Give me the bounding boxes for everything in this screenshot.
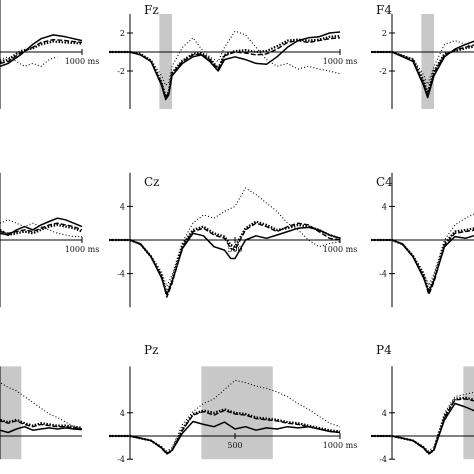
series-line-4 <box>371 391 474 452</box>
x-tick-label: 1000 ms <box>65 245 100 254</box>
series-line-2 <box>0 222 83 235</box>
x-tick-label: 1000 ms <box>323 441 358 450</box>
series-line-3 <box>109 408 341 455</box>
y-tick-label: -4 <box>117 455 125 464</box>
series-line-4 <box>109 187 341 287</box>
series-line-3 <box>0 223 83 237</box>
panel-title: Fz <box>144 3 159 17</box>
y-tick-label: -2 <box>117 67 125 76</box>
series-line-1 <box>371 234 474 293</box>
panel-0: 1000 ms <box>0 0 99 109</box>
series-line-4 <box>0 56 58 67</box>
series-line-2 <box>109 37 341 99</box>
panel-2: 2 -2 F4 <box>371 3 474 109</box>
series-line-4 <box>109 379 341 452</box>
series-line-4 <box>109 30 341 86</box>
series-line-1 <box>0 425 83 434</box>
y-tick-label: -4 <box>379 455 387 464</box>
series-line-3 <box>371 396 474 455</box>
y-tick-label: -2 <box>379 67 387 76</box>
panel-6 <box>0 366 83 460</box>
panel-title: P4 <box>376 343 392 357</box>
y-tick-label: 2 <box>120 29 125 38</box>
y-tick-label: -4 <box>117 270 125 279</box>
x-tick-label: 1000 ms <box>323 57 358 66</box>
series-line-3 <box>0 418 83 429</box>
series-line-2 <box>0 38 83 65</box>
panel-8: 4 -4 P4 <box>371 343 474 464</box>
highlight-window <box>463 366 474 460</box>
panel-1: 2 -2 1000 ms Fz <box>109 3 357 109</box>
panel-7: 4 -4 500 1000 ms Pz <box>109 343 357 464</box>
x-tick-label: 1000 ms <box>65 57 100 66</box>
series-line-2 <box>371 229 474 296</box>
y-tick-label: 2 <box>382 29 387 38</box>
series-line-1 <box>109 226 341 296</box>
panel-title: F4 <box>376 3 392 17</box>
y-tick-label: 4 <box>120 202 125 211</box>
series-line-2 <box>371 398 474 455</box>
x-tick-label: 500 <box>227 441 242 450</box>
series-line-1 <box>0 34 83 68</box>
panel-title: Pz <box>144 343 158 357</box>
x-tick-label: 1000 ms <box>323 245 358 254</box>
panel-5: 4 -4 C4 <box>371 172 474 308</box>
y-tick-label: -4 <box>379 270 387 279</box>
series-line-4 <box>371 40 474 85</box>
panel-title: C4 <box>376 175 393 189</box>
series-line-3 <box>109 34 341 98</box>
panel-3: 1000 ms <box>0 172 100 308</box>
panel-title: Cz <box>144 175 160 189</box>
series-line-4 <box>0 382 83 430</box>
y-tick-label: 4 <box>382 202 387 211</box>
series-line-2 <box>109 222 341 298</box>
series-line-3 <box>371 45 474 94</box>
y-tick-label: 4 <box>120 409 125 418</box>
series-line-3 <box>371 227 474 293</box>
y-tick-label: 4 <box>382 409 387 418</box>
series-line-3 <box>109 220 341 295</box>
highlight-window <box>0 366 22 460</box>
